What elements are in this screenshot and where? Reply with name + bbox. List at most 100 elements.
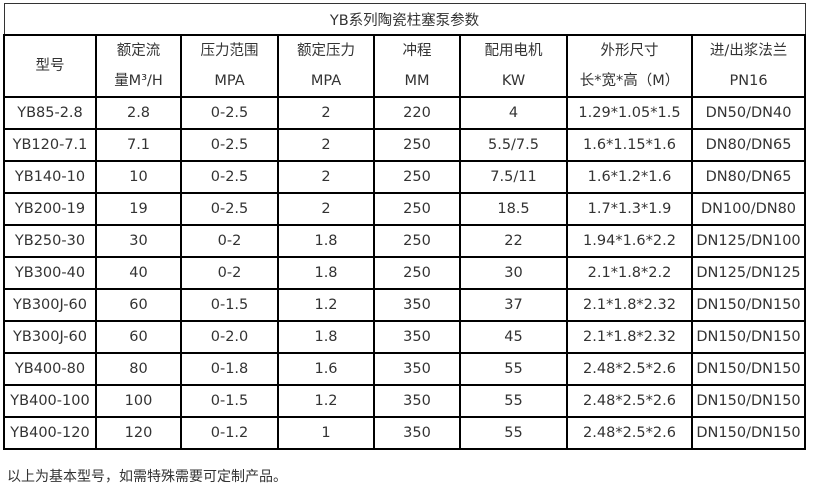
table-cell: DN150/DN150 <box>690 320 807 354</box>
column-header-line: PN16 <box>729 73 768 89</box>
column-header-line: MM <box>404 73 430 89</box>
table-cell: 0-1.5 <box>180 288 279 322</box>
table-cell: 2.1*1.8*2.32 <box>566 320 693 354</box>
table-cell: 1.94*1.6*2.2 <box>566 224 693 258</box>
table-cell: DN125/DN100 <box>690 224 807 258</box>
column-header: 冲程 MM <box>373 34 461 98</box>
table-cell: 250 <box>373 224 461 258</box>
column-header: 压力范围 MPA <box>180 34 279 98</box>
column-header-line: 压力范围 <box>200 43 259 59</box>
table-row: YB250-30 30 0-2 1.8 250 22 1.94*1.6*2.2 DN125/D… <box>3 224 807 258</box>
table-cell: YB85-2.8 <box>3 96 97 130</box>
table-row: YB300J-60 60 0-2.0 1.8 350 45 2.1*1.8*2.32 DN15… <box>3 320 807 354</box>
table-row: YB300-40 40 0-2 1.8 250 30 2.1*1.8*2.2 DN125/DN… <box>3 256 807 290</box>
table-cell: 0-2.5 <box>180 96 279 130</box>
table-row: YB300J-60 60 0-1.5 1.2 350 37 2.1*1.8*2.32 DN15… <box>3 288 807 322</box>
table-cell: YB120-7.1 <box>3 128 97 162</box>
footnote: 以上为基本型号，如需特殊需要可定制产品。 <box>7 469 287 485</box>
table-cell: 55 <box>459 416 568 450</box>
table-cell: 350 <box>373 352 461 386</box>
table-cell: 0-1.5 <box>180 384 279 418</box>
table-cell: 60 <box>95 288 182 322</box>
table-cell: 7.5/11 <box>459 160 568 194</box>
table-cell: 2.1*1.8*2.2 <box>566 256 693 290</box>
table-cell: 1.6*1.15*1.6 <box>566 128 693 162</box>
pump-parameters-table: YB系列陶瓷柱塞泵参数 型号 额定流 量M³/H 压力范围 MPA 额定压力 MPA 冲程 MM… <box>3 3 807 450</box>
table-cell: 80 <box>95 352 182 386</box>
table-cell: 1.2 <box>277 384 375 418</box>
table-row: YB120-7.1 7.1 0-2.5 2 250 5.5/7.5 1.6*1.15*1.6… <box>3 128 807 162</box>
table-cell: 100 <box>95 384 182 418</box>
header-row: 型号 额定流 量M³/H 压力范围 MPA 额定压力 MPA 冲程 MM 配用电机 KW 外形尺寸 长*… <box>3 34 807 98</box>
table-cell: 37 <box>459 288 568 322</box>
table-cell: 0-2.5 <box>180 160 279 194</box>
table-cell: 350 <box>373 320 461 354</box>
table-cell: YB140-10 <box>3 160 97 194</box>
column-header-line: 额定压力 <box>297 43 355 59</box>
table-cell: 2 <box>277 128 375 162</box>
table-cell: YB400-100 <box>3 384 97 418</box>
column-header-line: 外形尺寸 <box>600 43 659 59</box>
table-cell: 45 <box>459 320 568 354</box>
table-cell: YB300-40 <box>3 256 97 290</box>
table-cell: DN150/DN150 <box>690 352 807 386</box>
table-cell: 250 <box>373 160 461 194</box>
table-cell: 22 <box>459 224 568 258</box>
table-cell: 1.8 <box>277 224 375 258</box>
column-header: 外形尺寸 长*宽*高（M） <box>566 34 693 98</box>
table-cell: 2.8 <box>95 96 182 130</box>
column-header: 型号 <box>3 34 97 98</box>
column-header: 进/出浆法兰 PN16 <box>690 34 807 98</box>
table-cell: 1.6 <box>277 352 375 386</box>
table-cell: 2 <box>277 160 375 194</box>
table-cell: 0-2.5 <box>180 192 279 226</box>
table-cell: 0-1.8 <box>180 352 279 386</box>
table-cell: YB250-30 <box>3 224 97 258</box>
table-cell: 19 <box>95 192 182 226</box>
column-header-line: 进/出浆法兰 <box>709 43 788 59</box>
table-cell: DN50/DN40 <box>690 96 807 130</box>
table-cell: 1.8 <box>277 256 375 290</box>
table-row: YB400-80 80 0-1.8 1.6 350 55 2.48*2.5*2.6 DN150… <box>3 352 807 386</box>
table-title: YB系列陶瓷柱塞泵参数 <box>3 3 806 36</box>
table-cell: DN80/DN65 <box>690 128 807 162</box>
table-cell: 1.6*1.2*1.6 <box>566 160 693 194</box>
table-cell: 1.29*1.05*1.5 <box>566 96 693 130</box>
table-cell: 30 <box>459 256 568 290</box>
table-cell: 1.2 <box>277 288 375 322</box>
table-cell: 0-2 <box>180 256 279 290</box>
table-cell: 350 <box>373 416 461 450</box>
table-cell: DN80/DN65 <box>690 160 807 194</box>
table-cell: 250 <box>373 128 461 162</box>
column-header-line: 量M³/H <box>114 73 163 89</box>
table-cell: 1 <box>277 416 375 450</box>
table-cell: DN100/DN80 <box>690 192 807 226</box>
table-cell: 2 <box>277 96 375 130</box>
table-cell: 1.8 <box>277 320 375 354</box>
table-cell: YB400-80 <box>3 352 97 386</box>
table-cell: 0-2.5 <box>180 128 279 162</box>
table-cell: 60 <box>95 320 182 354</box>
table-cell: 2.1*1.8*2.32 <box>566 288 693 322</box>
table-cell: YB300J-60 <box>3 320 97 354</box>
table-cell: YB300J-60 <box>3 288 97 322</box>
table-row: YB140-10 10 0-2.5 2 250 7.5/11 1.6*1.2*1.6 DN80… <box>3 160 807 194</box>
column-header-line: 冲程 <box>402 43 432 59</box>
table-row: YB400-100 100 0-1.5 1.2 350 55 2.48*2.5*2.6 DN1… <box>3 384 807 418</box>
table-cell: 250 <box>373 192 461 226</box>
table-cell: 350 <box>373 384 461 418</box>
column-header-line: KW <box>501 73 526 89</box>
column-header-line: 配用电机 <box>484 43 543 59</box>
column-header-line: MPA <box>310 73 342 89</box>
table-cell: 0-2.0 <box>180 320 279 354</box>
table-row: YB200-19 19 0-2.5 2 250 18.5 1.7*1.3*1.9 DN100/… <box>3 192 807 226</box>
table-cell: 2.48*2.5*2.6 <box>566 384 693 418</box>
column-header-line: MPA <box>214 73 245 89</box>
table-row: YB400-120 120 0-1.2 1 350 55 2.48*2.5*2.6 DN150… <box>3 416 807 450</box>
table-cell: 30 <box>95 224 182 258</box>
table-cell: 250 <box>373 256 461 290</box>
table-cell: DN125/DN125 <box>690 256 807 290</box>
table-cell: 10 <box>95 160 182 194</box>
table-cell: 40 <box>95 256 182 290</box>
table-cell: 0-1.2 <box>180 416 279 450</box>
